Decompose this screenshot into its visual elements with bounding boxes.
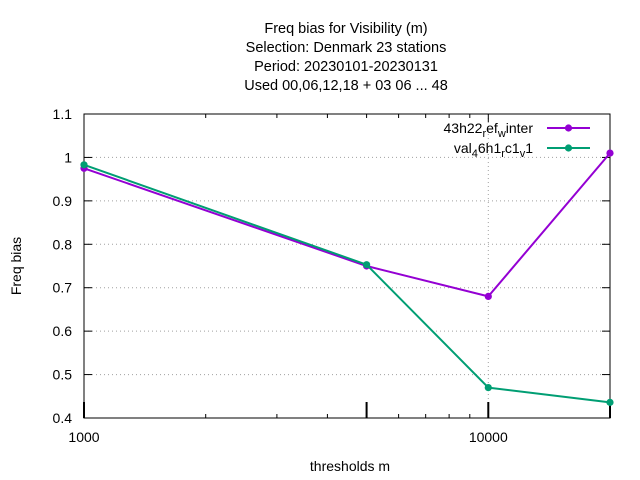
chart-title: Freq bias for Visibility (m) Selection: D… bbox=[244, 21, 448, 94]
legend-subscript: r bbox=[482, 128, 486, 140]
legend-subscript: r bbox=[501, 148, 505, 160]
legend-text: val bbox=[454, 140, 472, 156]
chart-title-line: Freq bias for Visibility (m) bbox=[264, 21, 427, 37]
series-point-0 bbox=[606, 149, 614, 157]
legend-marker-0 bbox=[564, 124, 573, 132]
chart-title-line: Used 00,06,12,18 + 03 06 ... 48 bbox=[244, 78, 448, 94]
series-point-0 bbox=[484, 292, 492, 300]
series-point-1 bbox=[362, 261, 371, 269]
legend-text: 1 bbox=[525, 140, 533, 156]
x-axis-label: thresholds m bbox=[310, 458, 390, 474]
legend-marker-1 bbox=[564, 144, 573, 152]
x-tick-label: 10000 bbox=[469, 429, 508, 445]
legend-subscript: 4 bbox=[472, 148, 478, 160]
legend-subscript: v bbox=[520, 148, 526, 160]
legend-label-1: val46h1rc1v1 bbox=[454, 140, 533, 160]
axis-ticks: 0.4 0.5 0.6 0.7 0.8 0.9 1 1.1 1000 10000 bbox=[53, 106, 611, 445]
y-tick-label: 0.8 bbox=[53, 236, 73, 252]
legend-text: 6h1 bbox=[478, 140, 502, 156]
y-tick-label: 0.7 bbox=[53, 280, 73, 296]
y-tick-label: 0.4 bbox=[53, 410, 73, 426]
y-tick-label: 1 bbox=[64, 149, 72, 165]
series-line-1 bbox=[83, 163, 611, 404]
x-tick-label: 1000 bbox=[68, 429, 99, 445]
legend-text: c1 bbox=[505, 140, 520, 156]
legend-text: ef bbox=[486, 120, 498, 136]
chart-title-line: Selection: Denmark 23 stations bbox=[246, 40, 447, 56]
y-axis-label: Freq bias bbox=[8, 237, 24, 295]
chart-title-line: Period: 20230101-20230131 bbox=[254, 59, 438, 75]
series-line-0 bbox=[83, 152, 611, 298]
legend-text: inter bbox=[506, 120, 534, 136]
legend-label-0: 43h22refwinter bbox=[444, 120, 534, 140]
y-tick-label: 0.9 bbox=[53, 193, 73, 209]
plot-frame bbox=[83, 113, 611, 419]
series-point-1 bbox=[606, 398, 614, 406]
series bbox=[80, 149, 614, 406]
y-tick-label: 0.5 bbox=[53, 367, 73, 383]
legend-text: 43h22 bbox=[444, 120, 483, 136]
y-tick-label: 0.6 bbox=[53, 323, 73, 339]
legend-subscript: w bbox=[497, 128, 506, 140]
series-point-1 bbox=[484, 384, 492, 392]
series-point-1 bbox=[80, 161, 88, 169]
grid bbox=[84, 114, 610, 418]
y-tick-label: 1.1 bbox=[53, 106, 73, 122]
